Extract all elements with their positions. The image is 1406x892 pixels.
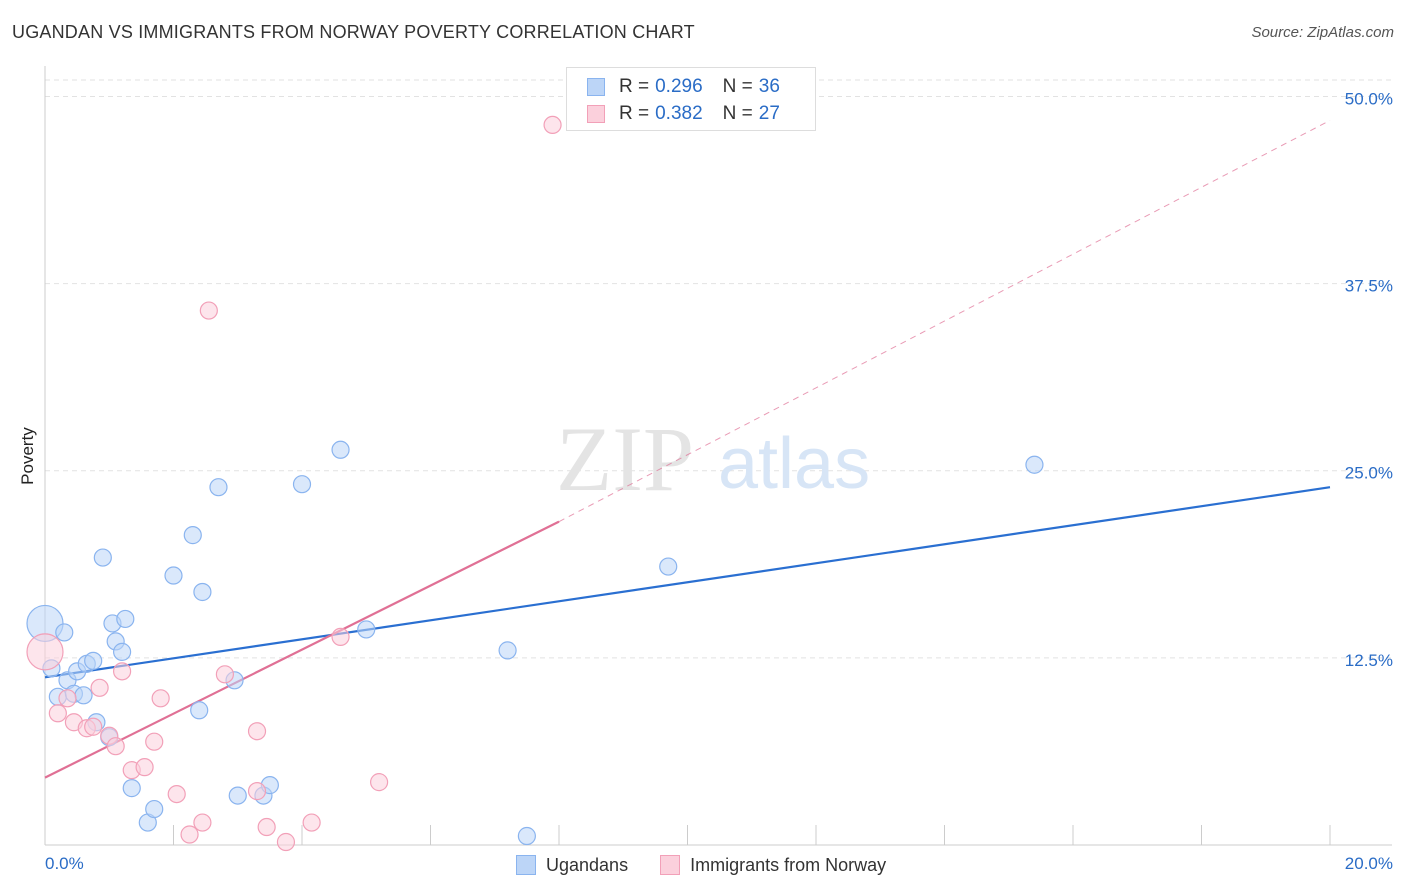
legend-swatch-norway: [660, 855, 681, 875]
y-tick-label: 50.0%: [1345, 89, 1393, 108]
ugandans-swatch: [587, 78, 605, 96]
data-point: [106, 737, 125, 756]
legend-item-norway[interactable]: Immigrants from Norway: [660, 855, 886, 876]
x-tick-label-end: 20.0%: [1345, 854, 1393, 873]
data-point: [145, 732, 164, 751]
watermark: ZIP atlas: [556, 408, 870, 510]
axes: [44, 66, 1392, 846]
y-tick-label: 37.5%: [1345, 277, 1393, 296]
data-point: [1025, 455, 1044, 474]
data-point: [116, 609, 135, 629]
data-point: [112, 642, 132, 661]
trend-line-norway: [44, 520, 560, 779]
data-point: [193, 582, 212, 602]
legend-label: Immigrants from Norway: [690, 854, 887, 875]
x-tick-label-start: 0.0%: [45, 854, 84, 873]
data-point: [543, 115, 562, 135]
trend-line-extension-norway: [558, 119, 1331, 523]
data-point: [55, 623, 74, 642]
series-ugandans-points: [26, 440, 1044, 846]
y-tick-label: 25.0%: [1345, 464, 1393, 483]
data-point: [292, 475, 312, 494]
data-point: [228, 786, 247, 805]
legend-item-ugandans[interactable]: Ugandans: [516, 855, 628, 876]
data-point: [167, 784, 186, 804]
y-tick-label: 12.5%: [1345, 651, 1393, 670]
data-point: [302, 813, 321, 832]
data-point: [145, 799, 164, 819]
n-value: 27: [758, 103, 780, 124]
source-credit: Source: ZipAtlas.com: [1251, 24, 1394, 41]
data-point: [517, 826, 536, 846]
n-label: N =: [722, 103, 753, 124]
data-point: [122, 779, 141, 798]
legend-swatch-ugandans: [516, 855, 536, 875]
r-value: 0.296: [655, 76, 703, 97]
data-point: [247, 722, 267, 741]
norway-swatch: [587, 105, 605, 123]
data-points: [26, 115, 1044, 852]
r-label: R =: [619, 103, 650, 124]
data-point: [180, 825, 199, 844]
data-point: [84, 717, 103, 736]
data-point: [257, 817, 276, 837]
data-point: [164, 566, 183, 585]
data-point: [199, 301, 218, 320]
legend: Ugandans Immigrants from Norway: [516, 852, 918, 878]
chart-title: UGANDAN VS IMMIGRANTS FROM NORWAY POVERT…: [12, 22, 695, 42]
data-point: [58, 689, 77, 708]
data-point: [498, 641, 517, 660]
trend-lines: [44, 119, 1331, 779]
data-point: [190, 701, 209, 720]
watermark-zip: ZIP: [556, 408, 694, 510]
data-point: [331, 440, 350, 459]
data-point: [48, 704, 67, 723]
data-point: [370, 773, 389, 792]
data-point: [193, 813, 212, 832]
data-point: [90, 678, 109, 697]
data-point: [247, 782, 267, 801]
data-point: [84, 651, 103, 670]
data-point: [151, 689, 170, 708]
legend-label: Ugandans: [546, 854, 629, 875]
data-point: [135, 758, 154, 777]
data-point: [74, 686, 93, 705]
data-point: [183, 526, 202, 545]
data-point: [209, 478, 228, 497]
data-point: [659, 557, 678, 576]
tick-labels: 12.5% 25.0% 37.5% 50.0% 0.0% 20.0%: [45, 89, 1393, 873]
series-norway-points: [26, 115, 562, 852]
data-point: [357, 620, 376, 639]
trend-line-ugandans: [44, 486, 1331, 679]
watermark-atlas: atlas: [718, 424, 870, 504]
stats-box: R = 0.296 N = 36 R = 0.382 N = 27: [566, 67, 816, 131]
stats-row-ugandans: R = 0.296 N = 36: [587, 74, 780, 100]
data-point: [26, 633, 64, 671]
n-label: N =: [722, 76, 753, 97]
data-point: [112, 662, 132, 681]
r-label: R =: [619, 76, 650, 97]
data-point: [331, 627, 350, 647]
n-value: 36: [758, 76, 780, 97]
stats-row-norway: R = 0.382 N = 27: [587, 101, 780, 127]
r-value: 0.382: [655, 103, 703, 124]
gridlines: [45, 79, 1392, 659]
data-point: [93, 548, 112, 567]
data-point: [276, 832, 296, 852]
data-point: [215, 665, 234, 684]
